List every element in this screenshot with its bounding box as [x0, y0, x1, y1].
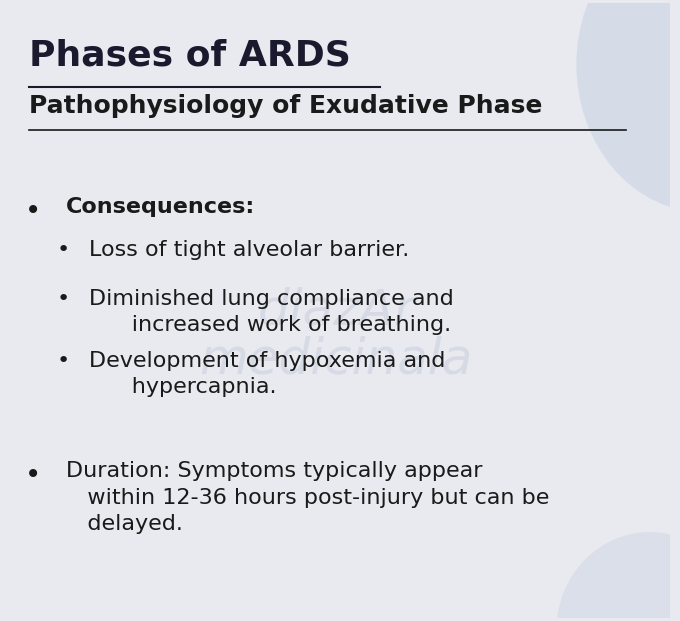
Text: Pathophysiology of Exudative Phase: Pathophysiology of Exudative Phase [29, 94, 543, 117]
Text: •: • [56, 289, 69, 309]
Text: •: • [56, 350, 69, 371]
Text: •: • [56, 240, 69, 260]
Text: Development of hypoxemia and
      hypercapnia.: Development of hypoxemia and hypercapnia… [90, 350, 446, 397]
Text: •: • [24, 197, 41, 225]
Ellipse shape [556, 532, 680, 621]
Text: •: • [24, 461, 41, 489]
Text: medicinala: medicinala [200, 336, 473, 384]
Text: Duration: Symptoms typically appear
   within 12-36 hours post-injury but can be: Duration: Symptoms typically appear with… [66, 461, 549, 534]
Text: Diminished lung compliance and
      increased work of breathing.: Diminished lung compliance and increased… [90, 289, 454, 335]
Text: diazAr: diazAr [258, 286, 415, 335]
Text: Phases of ARDS: Phases of ARDS [29, 38, 352, 72]
Text: Consequences:: Consequences: [66, 197, 256, 217]
Text: Loss of tight alveolar barrier.: Loss of tight alveolar barrier. [90, 240, 410, 260]
Ellipse shape [577, 0, 680, 212]
